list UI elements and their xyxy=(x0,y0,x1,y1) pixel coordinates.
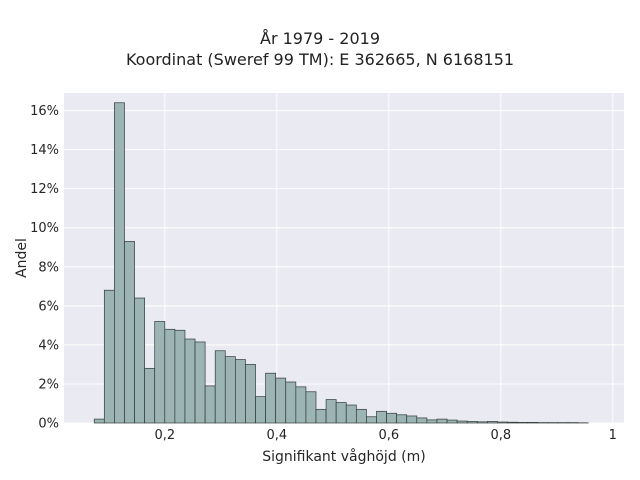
grid-lines xyxy=(64,93,624,424)
histogram-bar xyxy=(295,386,307,424)
histogram-bar xyxy=(527,422,539,424)
x-tick-label: 0,4 xyxy=(266,428,287,443)
histogram-bar xyxy=(235,359,246,424)
histogram-bar xyxy=(204,385,216,424)
y-tick-label: 16% xyxy=(30,104,59,119)
histogram-bar xyxy=(355,408,367,424)
y-tick-label: 10% xyxy=(30,221,59,236)
y-axis-ticks: 0% 2% 4% 6% 8% 10% 12% 14% 16% xyxy=(30,104,59,431)
histogram-bar xyxy=(144,367,156,424)
histogram-bar xyxy=(194,341,206,424)
x-tick-label: 0,8 xyxy=(490,428,511,443)
histogram-bar xyxy=(305,391,317,424)
histogram-bar xyxy=(376,410,387,424)
chart-title-line-2: Koordinat (Sweref 99 TM): E 362665, N 61… xyxy=(125,50,515,69)
x-tick-label: 1 xyxy=(609,428,617,443)
x-axis-ticks: 0,2 0,4 0,6 0,8 1 xyxy=(154,428,616,443)
y-tick-label: 2% xyxy=(38,377,59,392)
histogram-bar xyxy=(426,419,438,424)
histogram-bar xyxy=(265,372,277,424)
histogram-bar xyxy=(93,418,105,424)
histogram-bar xyxy=(386,412,397,424)
x-tick-label: 0,6 xyxy=(378,428,399,443)
histogram-bar xyxy=(466,421,478,424)
histogram-bar xyxy=(174,329,186,424)
histogram-bar xyxy=(416,417,428,424)
x-tick-label: 0,2 xyxy=(154,428,175,443)
y-axis-label: Andel xyxy=(14,238,30,278)
histogram-bar xyxy=(446,419,458,424)
histogram-bar xyxy=(325,399,337,424)
histogram-bar xyxy=(164,328,176,424)
histogram-bar xyxy=(507,421,518,424)
histogram-bar xyxy=(476,421,488,424)
histogram-bar xyxy=(184,338,196,424)
histogram-bar xyxy=(487,421,498,424)
chart-title-line-1: År 1979 - 2019 xyxy=(260,29,380,48)
y-tick-label: 4% xyxy=(38,338,59,353)
histogram-bar xyxy=(517,422,529,424)
histogram-bar xyxy=(366,416,377,424)
histogram-bar xyxy=(436,418,448,424)
y-tick-label: 0% xyxy=(38,417,59,432)
histogram-bar xyxy=(275,377,287,424)
histogram-bar xyxy=(154,321,166,424)
histogram-bar xyxy=(406,415,418,424)
histogram-bar xyxy=(134,297,145,424)
histogram-bar xyxy=(345,404,357,424)
histogram-bar xyxy=(245,364,256,424)
y-tick-label: 14% xyxy=(30,143,59,158)
histogram-bar xyxy=(255,396,266,424)
histogram-bar xyxy=(396,414,408,424)
y-tick-label: 6% xyxy=(38,299,59,314)
histogram-bar xyxy=(456,420,468,424)
y-tick-label: 12% xyxy=(30,182,59,197)
histogram-bar xyxy=(124,241,135,424)
histogram-bar xyxy=(214,350,226,424)
histogram-bars xyxy=(93,102,589,424)
histogram-bar xyxy=(335,402,347,424)
histogram-bar xyxy=(315,408,327,424)
histogram-bar xyxy=(103,289,115,424)
histogram-bar xyxy=(114,102,125,424)
histogram-bar xyxy=(224,356,236,424)
histogram-bar xyxy=(285,381,297,424)
y-tick-label: 8% xyxy=(38,260,59,275)
histogram-bar xyxy=(497,421,508,424)
x-axis-label: Signifikant våghöjd (m) xyxy=(262,448,425,465)
